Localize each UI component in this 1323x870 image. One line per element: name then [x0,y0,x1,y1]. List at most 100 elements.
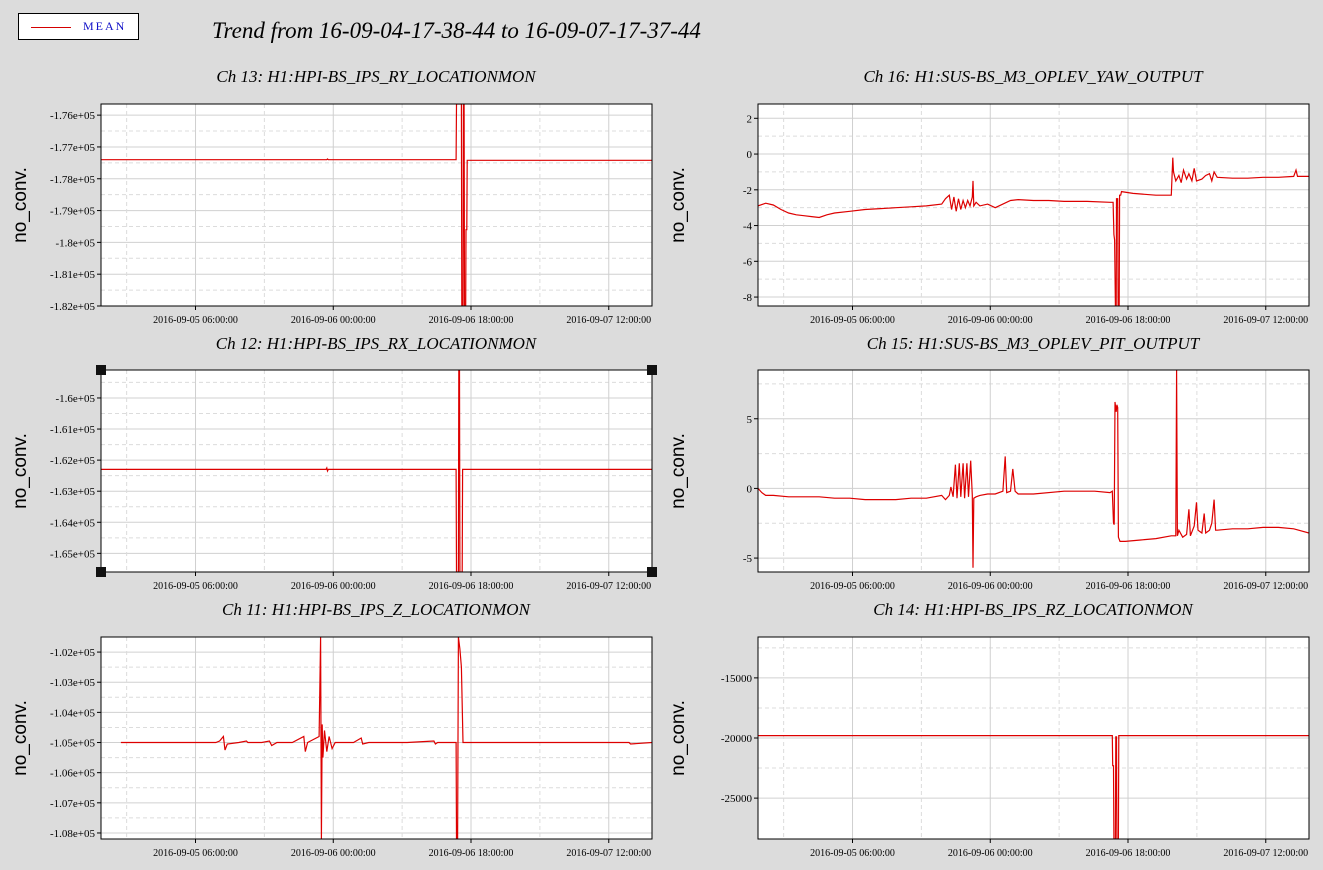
chart-title: Ch 16: H1:SUS-BS_M3_OPLEV_YAW_OUTPUT [863,67,1204,86]
y-tick-label: -1.82e+05 [50,301,95,313]
legend-line-swatch [31,27,71,28]
chart-title: Ch 11: H1:HPI-BS_IPS_Z_LOCATIONMON [222,600,532,619]
x-tick-label: 2016-09-06 00:00:00 [291,848,376,859]
y-tick-label: -8 [743,292,753,304]
plot-frame [100,369,653,573]
x-tick-label: 2016-09-07 12:00:00 [1223,581,1308,592]
y-axis-label: no_conv. [668,433,689,509]
y-tick-label: 0 [747,149,753,161]
y-tick-label: -25000 [721,793,753,805]
chart-ch16: Ch 16: H1:SUS-BS_M3_OPLEV_YAW_OUTPUT 2 0 -2… [668,67,1310,326]
y-axis-label: no_conv. [10,167,31,243]
y-tick-label: -1.08e+05 [50,828,95,840]
plot-frame [757,103,1310,307]
y-axis-label: no_conv. [10,433,31,509]
chart-ch15: Ch 15: H1:SUS-BS_M3_OPLEV_PIT_OUTPUT 5 0 -5… [668,334,1310,592]
selection-handle [647,365,657,375]
legend-label: MEAN [83,19,127,33]
series-line-mean [101,104,652,306]
x-tick-label: 2016-09-06 00:00:00 [948,848,1033,859]
chart-title: Ch 12: H1:HPI-BS_IPS_RX_LOCATIONMON [216,334,538,353]
y-tick-label: -1.77e+05 [50,142,95,154]
x-tick-label: 2016-09-06 00:00:00 [948,581,1033,592]
plot-area [758,104,1309,306]
y-tick-label: -1.65e+05 [50,548,95,560]
main-title: Trend from 16-09-04-17-38-44 to 16-09-07… [212,18,701,43]
chart-title: Ch 14: H1:HPI-BS_IPS_RZ_LOCATIONMON [873,600,1194,619]
x-tick-label: 2016-09-06 18:00:00 [1086,581,1171,592]
x-tick-label: 2016-09-05 06:00:00 [810,848,895,859]
x-tick-label: 2016-09-05 06:00:00 [810,315,895,326]
y-tick-label: 5 [747,414,753,426]
x-tick-label: 2016-09-05 06:00:00 [153,848,238,859]
x-tick-label: 2016-09-05 06:00:00 [153,315,238,326]
y-tick-label: -1.62e+05 [50,455,95,467]
y-tick-label: -2 [743,185,752,197]
y-tick-label: -15000 [721,673,753,685]
x-tick-label: 2016-09-05 06:00:00 [810,581,895,592]
series-line-mean [101,370,652,572]
x-tick-label: 2016-09-06 00:00:00 [291,581,376,592]
plot-frame [100,103,653,307]
selection-handle [647,567,657,577]
y-tick-label: -1.02e+05 [50,647,95,659]
x-tick-label: 2016-09-07 12:00:00 [1223,315,1308,326]
y-tick-label: -1.07e+05 [50,798,95,810]
y-tick-label: -1.03e+05 [50,677,95,689]
x-tick-label: 2016-09-06 18:00:00 [429,315,514,326]
chart-ch14: Ch 14: H1:HPI-BS_IPS_RZ_LOCATIONMON -1500… [668,600,1310,859]
y-tick-label: -5 [743,553,753,565]
x-tick-label: 2016-09-05 06:00:00 [153,581,238,592]
y-tick-label: -1.05e+05 [50,738,95,750]
series-line-mean [120,637,652,839]
chart-ch11: Ch 11: H1:HPI-BS_IPS_Z_LOCATIONMON -1.02e… [10,600,653,859]
y-tick-label: -6 [743,256,753,268]
y-tick-label: -20000 [721,733,753,745]
y-tick-label: -1.8e+05 [56,237,96,249]
y-tick-label: -1.79e+05 [50,206,95,218]
x-tick-label: 2016-09-06 00:00:00 [291,315,376,326]
y-tick-label: -1.06e+05 [50,768,95,780]
x-tick-label: 2016-09-06 18:00:00 [1086,315,1171,326]
x-tick-label: 2016-09-07 12:00:00 [566,315,651,326]
y-tick-label: -4 [743,221,753,233]
y-axis-label: no_conv. [668,700,689,776]
plot-area [101,370,652,572]
plot-frame [757,369,1310,573]
y-axis-label: no_conv. [10,700,31,776]
plot-area [101,104,652,306]
x-tick-label: 2016-09-06 00:00:00 [948,315,1033,326]
y-tick-label: 0 [747,483,753,495]
chart-ch12: Ch 12: H1:HPI-BS_IPS_RX_LOCATIONMON -1.6e… [10,334,657,592]
y-axis-label: no_conv. [668,167,689,243]
chart-title: Ch 15: H1:SUS-BS_M3_OPLEV_PIT_OUTPUT [867,334,1201,353]
series-line-mean [758,370,1309,568]
plot-area [101,637,652,839]
series-line-mean [758,157,1309,306]
plot-frame [757,636,1310,840]
y-tick-label: 2 [747,113,753,125]
y-tick-label: -1.6e+05 [56,393,96,405]
x-tick-label: 2016-09-07 12:00:00 [566,581,651,592]
y-tick-label: -1.64e+05 [50,517,95,529]
x-tick-label: 2016-09-06 18:00:00 [1086,848,1171,859]
x-tick-label: 2016-09-07 12:00:00 [1223,848,1308,859]
x-tick-label: 2016-09-06 18:00:00 [429,581,514,592]
y-tick-label: -1.76e+05 [50,110,95,122]
x-tick-label: 2016-09-06 18:00:00 [429,848,514,859]
plot-area [758,370,1309,572]
y-tick-label: -1.81e+05 [50,269,95,281]
y-tick-label: -1.04e+05 [50,707,95,719]
x-tick-label: 2016-09-07 12:00:00 [566,848,651,859]
selection-handle [96,365,106,375]
series-line-mean [758,735,1309,839]
y-tick-label: -1.61e+05 [50,424,95,436]
y-tick-label: -1.78e+05 [50,174,95,186]
chart-title: Ch 13: H1:HPI-BS_IPS_RY_LOCATIONMON [216,67,537,86]
chart-ch13: Ch 13: H1:HPI-BS_IPS_RY_LOCATIONMON -1.76… [10,67,653,326]
y-tick-label: -1.63e+05 [50,486,95,498]
legend-box: MEAN [18,13,139,40]
plot-frame [100,636,653,840]
selection-handle [96,567,106,577]
